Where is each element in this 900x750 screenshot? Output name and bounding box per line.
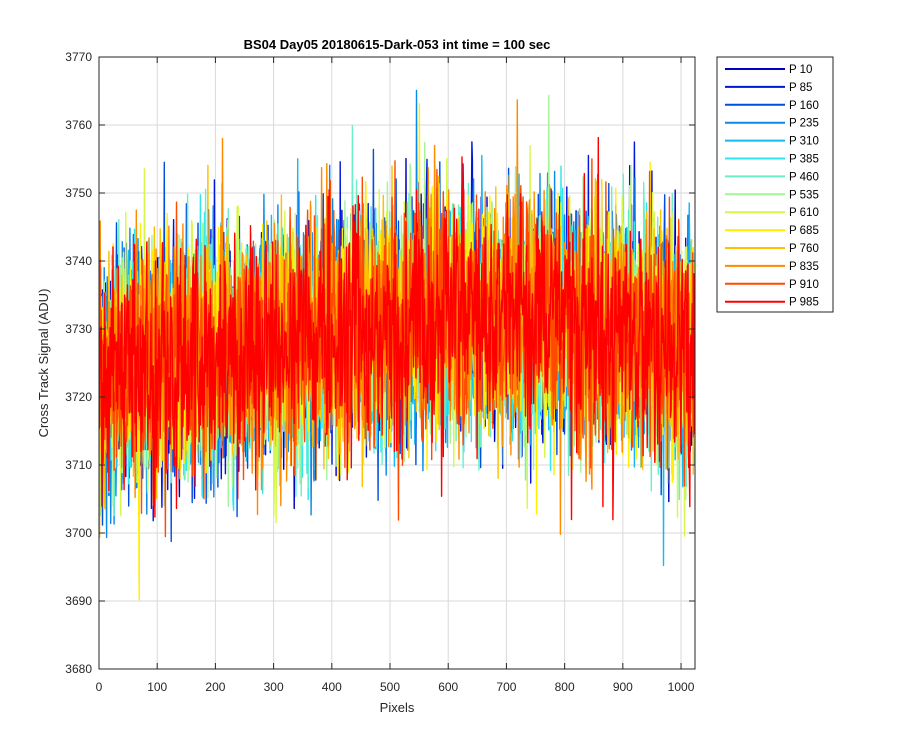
legend-label: P 460 <box>789 171 819 183</box>
legend-label: P 835 <box>789 261 819 273</box>
x-tick-label: 700 <box>496 680 516 694</box>
y-tick-label: 3770 <box>65 50 92 64</box>
x-tick-label: 1000 <box>668 680 695 694</box>
x-tick-label: 500 <box>380 680 400 694</box>
legend-box <box>716 56 834 313</box>
legend-label: P 160 <box>789 100 819 112</box>
series-line-p985 <box>99 136 695 521</box>
x-tick-label: 800 <box>555 680 575 694</box>
legend-label: P 235 <box>789 118 819 130</box>
x-tick-label: 200 <box>205 680 225 694</box>
legend-label: P 910 <box>789 279 819 291</box>
legend-label: P 10 <box>789 64 812 76</box>
series-layer <box>99 89 695 601</box>
plot-area: 0 100 200 300 400 500 600 700 800 900 1000 3680 3690… <box>65 50 696 694</box>
x-axis-label: Pixels <box>380 700 415 715</box>
legend-label: P 385 <box>789 154 819 166</box>
y-tick-label: 3740 <box>65 254 92 268</box>
chart-title: BS04 Day05 20180615-Dark-053 int time = … <box>244 37 551 52</box>
y-tick-label: 3750 <box>65 186 92 200</box>
plot-frame <box>98 56 696 670</box>
x-tick-label: 300 <box>264 680 284 694</box>
y-tick-label: 3690 <box>65 594 92 608</box>
legend-label: P 985 <box>789 297 819 309</box>
y-tick-label: 3710 <box>65 458 92 472</box>
x-tick-label: 100 <box>147 680 167 694</box>
y-tick-label: 3760 <box>65 118 92 132</box>
y-tick-label: 3700 <box>65 526 92 540</box>
y-axis-label: Cross Track Signal (ADU) <box>36 289 51 438</box>
x-tick-label: 900 <box>613 680 633 694</box>
legend-label: P 85 <box>789 82 812 94</box>
legend: P 10 P 85 P 160 P 235 P 310 P 385 P 460 P 535 P … <box>716 56 834 313</box>
legend-label: P 760 <box>789 243 819 255</box>
legend-label: P 310 <box>789 136 819 148</box>
x-tick-label: 400 <box>322 680 342 694</box>
x-tick-label: 600 <box>438 680 458 694</box>
x-tick-label: 0 <box>96 680 103 694</box>
y-tick-label: 3720 <box>65 390 92 404</box>
legend-label: P 610 <box>789 207 819 219</box>
y-tick-label: 3680 <box>65 662 92 676</box>
legend-label: P 685 <box>789 225 819 237</box>
ticks: 0 100 200 300 400 500 600 700 800 900 1000 3680 3690… <box>65 50 695 694</box>
legend-label: P 535 <box>789 189 819 201</box>
y-tick-label: 3730 <box>65 322 92 336</box>
